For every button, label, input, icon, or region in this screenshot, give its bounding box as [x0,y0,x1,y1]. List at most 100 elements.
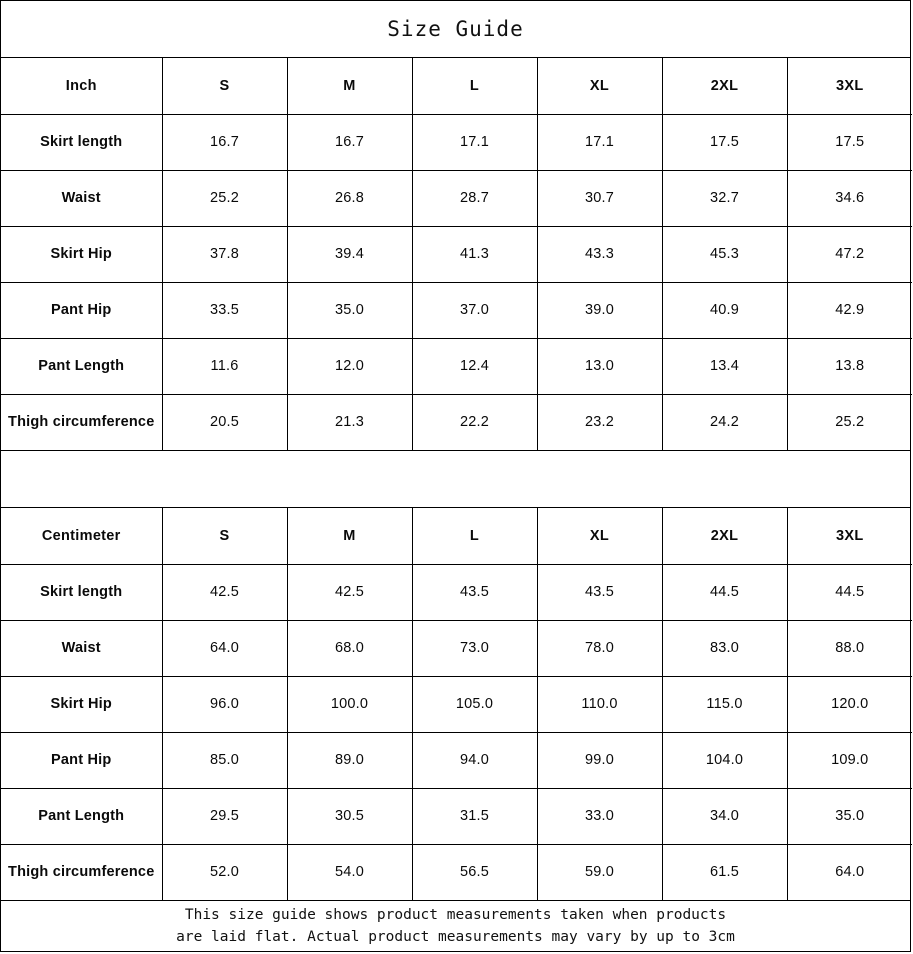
measurement-value: 12.0 [287,338,413,395]
measurement-value: 20.5 [162,394,288,450]
measurement-value: 30.7 [537,170,663,227]
measurement-value: 43.5 [537,564,663,621]
page-title: Size Guide [387,17,524,41]
size-header-s: S [162,508,288,565]
measurement-label: Skirt Hip [1,676,163,733]
measurement-value: 17.1 [537,114,663,171]
measurement-value: 37.8 [162,226,288,283]
measurement-value: 78.0 [537,620,663,677]
measurement-value: 83.0 [662,620,788,677]
table-row: Thigh circumference 52.0 54.0 56.5 59.0 … [1,844,912,900]
measurement-value: 39.4 [287,226,413,283]
measurement-value: 105.0 [412,676,538,733]
measurement-value: 34.6 [787,170,912,227]
measurement-value: 16.7 [162,114,288,171]
measurement-value: 56.5 [412,844,538,900]
measurement-value: 22.2 [412,394,538,450]
size-header-xl: XL [537,58,663,115]
measurement-value: 35.0 [787,788,912,845]
measurement-value: 73.0 [412,620,538,677]
measurement-value: 23.2 [537,394,663,450]
table-separator-band [1,450,910,508]
measurement-value: 34.0 [662,788,788,845]
measurement-value: 26.8 [287,170,413,227]
unit-header-inch: Inch [1,58,163,115]
inch-measurements-table: Inch S M L XL 2XL 3XL Skirt length 16.7 … [1,58,912,450]
size-header-xl: XL [537,508,663,565]
measurement-value: 42.5 [287,564,413,621]
measurement-value: 13.4 [662,338,788,395]
measurement-value: 42.5 [162,564,288,621]
measurement-value: 42.9 [787,282,912,339]
measurement-value: 32.7 [662,170,788,227]
measurement-value: 68.0 [287,620,413,677]
table-row: Skirt length 42.5 42.5 43.5 43.5 44.5 44… [1,564,912,621]
table-row: Thigh circumference 20.5 21.3 22.2 23.2 … [1,394,912,450]
size-header-s: S [162,58,288,115]
footnote-line-1: This size guide shows product measuremen… [184,906,727,923]
measurement-value: 31.5 [412,788,538,845]
table-row: Waist 64.0 68.0 73.0 78.0 83.0 88.0 [1,620,912,677]
size-header-l: L [412,508,538,565]
measurement-value: 88.0 [787,620,912,677]
measurement-value: 99.0 [537,732,663,789]
measurement-value: 21.3 [287,394,413,450]
unit-header-centimeter: Centimeter [1,508,163,565]
measurement-value: 54.0 [287,844,413,900]
table-row: Skirt Hip 37.8 39.4 41.3 43.3 45.3 47.2 [1,226,912,283]
measurement-value: 16.7 [287,114,413,171]
measurement-value: 29.5 [162,788,288,845]
measurement-value: 59.0 [537,844,663,900]
table-row: Skirt length 16.7 16.7 17.1 17.1 17.5 17… [1,114,912,171]
size-header-l: L [412,58,538,115]
measurement-label: Skirt length [1,114,163,171]
measurement-value: 43.3 [537,226,663,283]
table-row: Skirt Hip 96.0 100.0 105.0 110.0 115.0 1… [1,676,912,733]
table-row: Waist 25.2 26.8 28.7 30.7 32.7 34.6 [1,170,912,227]
measurement-value: 94.0 [412,732,538,789]
table-row: Pant Length 29.5 30.5 31.5 33.0 34.0 35.… [1,788,912,845]
measurement-value: 37.0 [412,282,538,339]
size-header-m: M [287,508,413,565]
measurement-value: 30.5 [287,788,413,845]
size-header-2xl: 2XL [662,508,788,565]
measurement-label: Waist [1,620,163,677]
measurement-value: 61.5 [662,844,788,900]
size-guide-title-row: Size Guide [1,1,910,58]
footnote-line-2: are laid flat. Actual product measuremen… [176,929,735,945]
measurement-value: 17.5 [662,114,788,171]
measurement-label: Thigh circumference [1,844,163,900]
measurement-value: 64.0 [835,864,865,881]
measurement-label: Pant Length [1,338,163,395]
measurement-value: 52.0 [162,844,288,900]
centimeter-measurements-table: Centimeter S M L XL 2XL 3XL Skirt length… [1,508,912,900]
size-header-m: M [287,58,413,115]
measurement-value: 13.0 [537,338,663,395]
measurement-value: 43.5 [412,564,538,621]
table-header-row: Inch S M L XL 2XL 3XL [1,58,912,115]
measurement-value: 33.5 [162,282,288,339]
size-header-3xl: 3XL [787,508,912,565]
measurement-label: Thigh circumference [1,394,163,450]
measurement-value: 12.4 [412,338,538,395]
measurement-value: 100.0 [287,676,413,733]
size-header-2xl: 2XL [662,58,788,115]
measurement-value: 89.0 [287,732,413,789]
measurement-value: 40.9 [662,282,788,339]
measurement-value: 24.2 [662,394,788,450]
size-guide-footnote-row: This size guide shows product measuremen… [1,900,910,951]
measurement-value: 96.0 [162,676,288,733]
measurement-value: 11.6 [162,338,288,395]
measurement-value: 25.2 [835,414,865,431]
measurement-value: 33.0 [537,788,663,845]
measurement-value: 41.3 [412,226,538,283]
size-guide-footnote: This size guide shows product measuremen… [176,904,735,949]
measurement-value: 47.2 [787,226,912,283]
measurement-value: 109.0 [787,732,912,789]
measurement-value: 85.0 [162,732,288,789]
measurement-value: 28.7 [412,170,538,227]
measurement-value: 25.2 [162,170,288,227]
measurement-label: Skirt Hip [1,226,163,283]
measurement-value: 35.0 [287,282,413,339]
